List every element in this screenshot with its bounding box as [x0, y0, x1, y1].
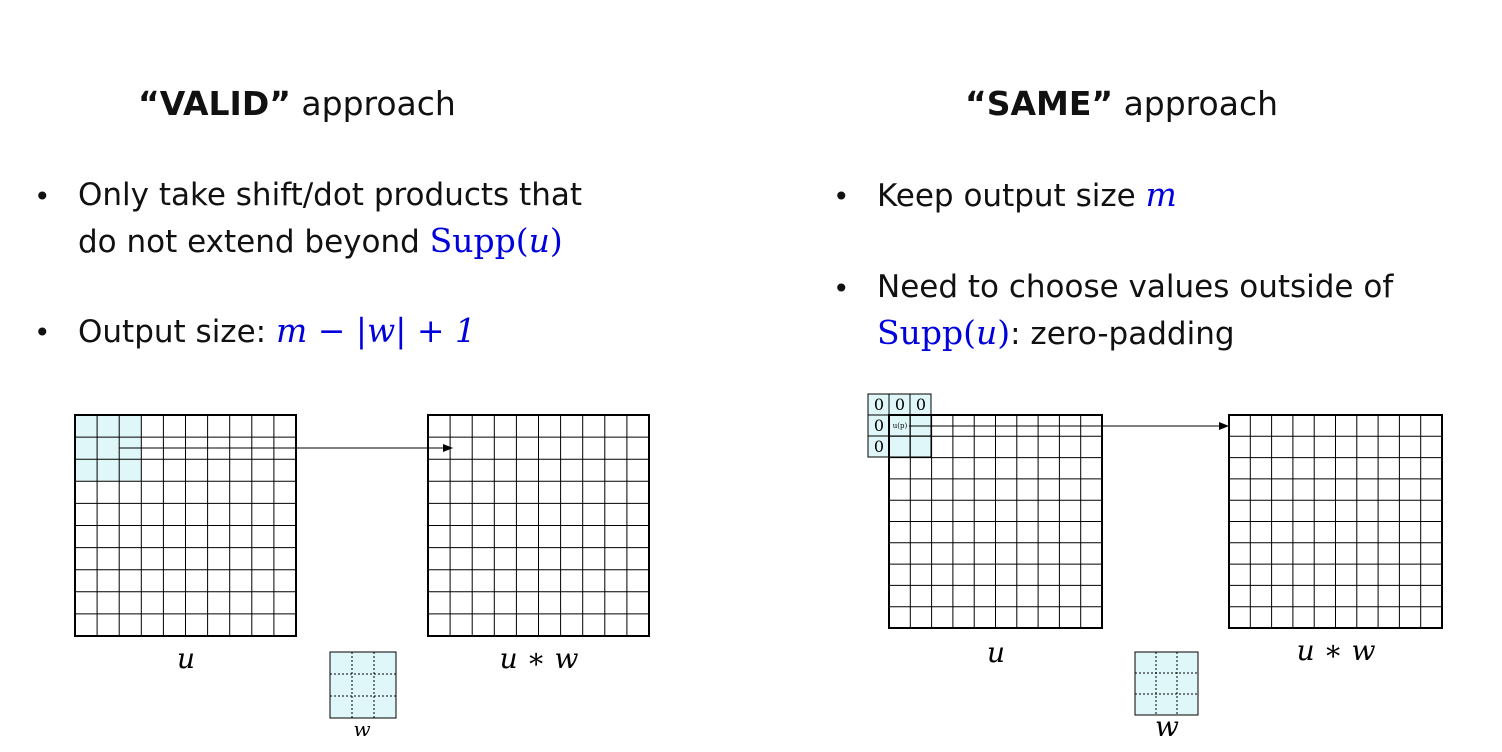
same-bullet-1-text: Keep output size: [877, 178, 1146, 214]
valid-title-quote: “VALID”: [138, 84, 291, 123]
same-input-grid: [888, 414, 1103, 629]
same-title-quote: “SAME”: [965, 84, 1114, 123]
valid-bullet-1-line-2: do not extend beyond Supp(u): [78, 218, 582, 265]
supp-close: ): [997, 313, 1011, 352]
grid-border: [427, 414, 650, 637]
same-bullet-1: Keep output size m: [877, 172, 1177, 219]
pad-zero: 0: [916, 395, 926, 414]
same-bullet-2-line-1: Need to choose values outside of: [877, 269, 1394, 305]
supp-var: u: [528, 221, 550, 260]
valid-label-w: w: [353, 717, 370, 741]
grid-border: [1134, 651, 1199, 716]
valid-title-rest: approach: [290, 84, 456, 123]
supp-close: ): [549, 221, 563, 260]
valid-kernel-grid: [329, 651, 397, 719]
valid-label-u: u: [177, 642, 195, 675]
valid-kernel: [330, 652, 396, 718]
same-kernel-grid: [1134, 651, 1199, 716]
bullet-dot: •: [833, 272, 850, 305]
same-output-grid: [1228, 414, 1443, 629]
supp-var: u: [975, 313, 998, 352]
valid-bullet-1-text: do not extend beyond: [78, 224, 430, 260]
grid-border: [1228, 414, 1443, 629]
valid-bullet-1-line-1: Only take shift/dot products that: [78, 177, 583, 213]
valid-bullet-1: Only take shift/dot products that do not…: [78, 172, 582, 265]
same-bullet-2-line-2: Supp(u): zero-padding: [877, 310, 1393, 357]
valid-title: “VALID” approach: [138, 84, 456, 123]
valid-bullet-2: Output size: m − |w| + 1: [78, 308, 476, 355]
same-label-uw: u ∗ w: [1297, 634, 1376, 667]
output-size-math: m − |w| + 1: [276, 311, 476, 350]
pad-zero: 0: [874, 395, 884, 414]
pad-zero: 0: [895, 395, 905, 414]
valid-output-grid: [427, 414, 650, 637]
valid-input-grid: [74, 414, 297, 637]
bullet-dot: •: [34, 316, 51, 349]
pad-zero: 0: [874, 416, 884, 435]
same-title: “SAME” approach: [965, 84, 1278, 123]
valid-bullet-2-text: Output size:: [78, 314, 276, 350]
same-bullet-2: Need to choose values outside of Supp(u)…: [877, 264, 1393, 357]
grid-border: [888, 414, 1103, 629]
supp-u-math: Supp(u): [877, 313, 1010, 352]
valid-label-uw: u ∗ w: [500, 642, 579, 675]
zero-padding-text: : zero-padding: [1010, 316, 1235, 352]
bullet-dot: •: [833, 180, 850, 213]
supp-fn: Supp(: [429, 221, 529, 260]
same-title-rest: approach: [1113, 84, 1278, 123]
u-p-label: u(p): [893, 422, 908, 430]
supp-u-math: Supp(u): [430, 221, 563, 260]
m-math: m: [1146, 175, 1177, 214]
supp-fn: Supp(: [877, 313, 976, 352]
same-kernel: [1135, 652, 1198, 715]
pad-zero: 0: [874, 437, 884, 456]
grid-border: [74, 414, 297, 637]
same-label-w: w: [1155, 710, 1179, 743]
m-var: m: [1145, 175, 1177, 214]
output-size-formula: m − |w| + 1: [275, 311, 476, 350]
bullet-dot: •: [34, 180, 51, 213]
same-label-u: u: [987, 636, 1005, 669]
grid-border: [329, 651, 397, 719]
